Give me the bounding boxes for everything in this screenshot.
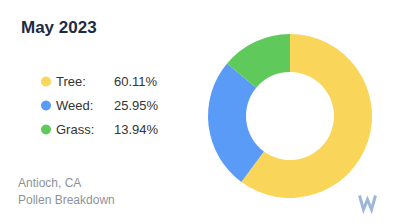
svg-text:May 2023: May 2023: [21, 18, 97, 37]
svg-text:13.94%: 13.94%: [114, 122, 159, 137]
svg-text:Grass:: Grass:: [56, 122, 94, 137]
svg-text:60.11%: 60.11%: [114, 74, 158, 89]
svg-text:Weed:: Weed:: [56, 98, 93, 113]
svg-text:Tree:: Tree:: [56, 74, 86, 89]
svg-text:25.95%: 25.95%: [114, 98, 159, 113]
svg-text:Antioch, CA: Antioch, CA: [18, 176, 81, 190]
svg-text:Pollen Breakdown: Pollen Breakdown: [18, 193, 115, 207]
